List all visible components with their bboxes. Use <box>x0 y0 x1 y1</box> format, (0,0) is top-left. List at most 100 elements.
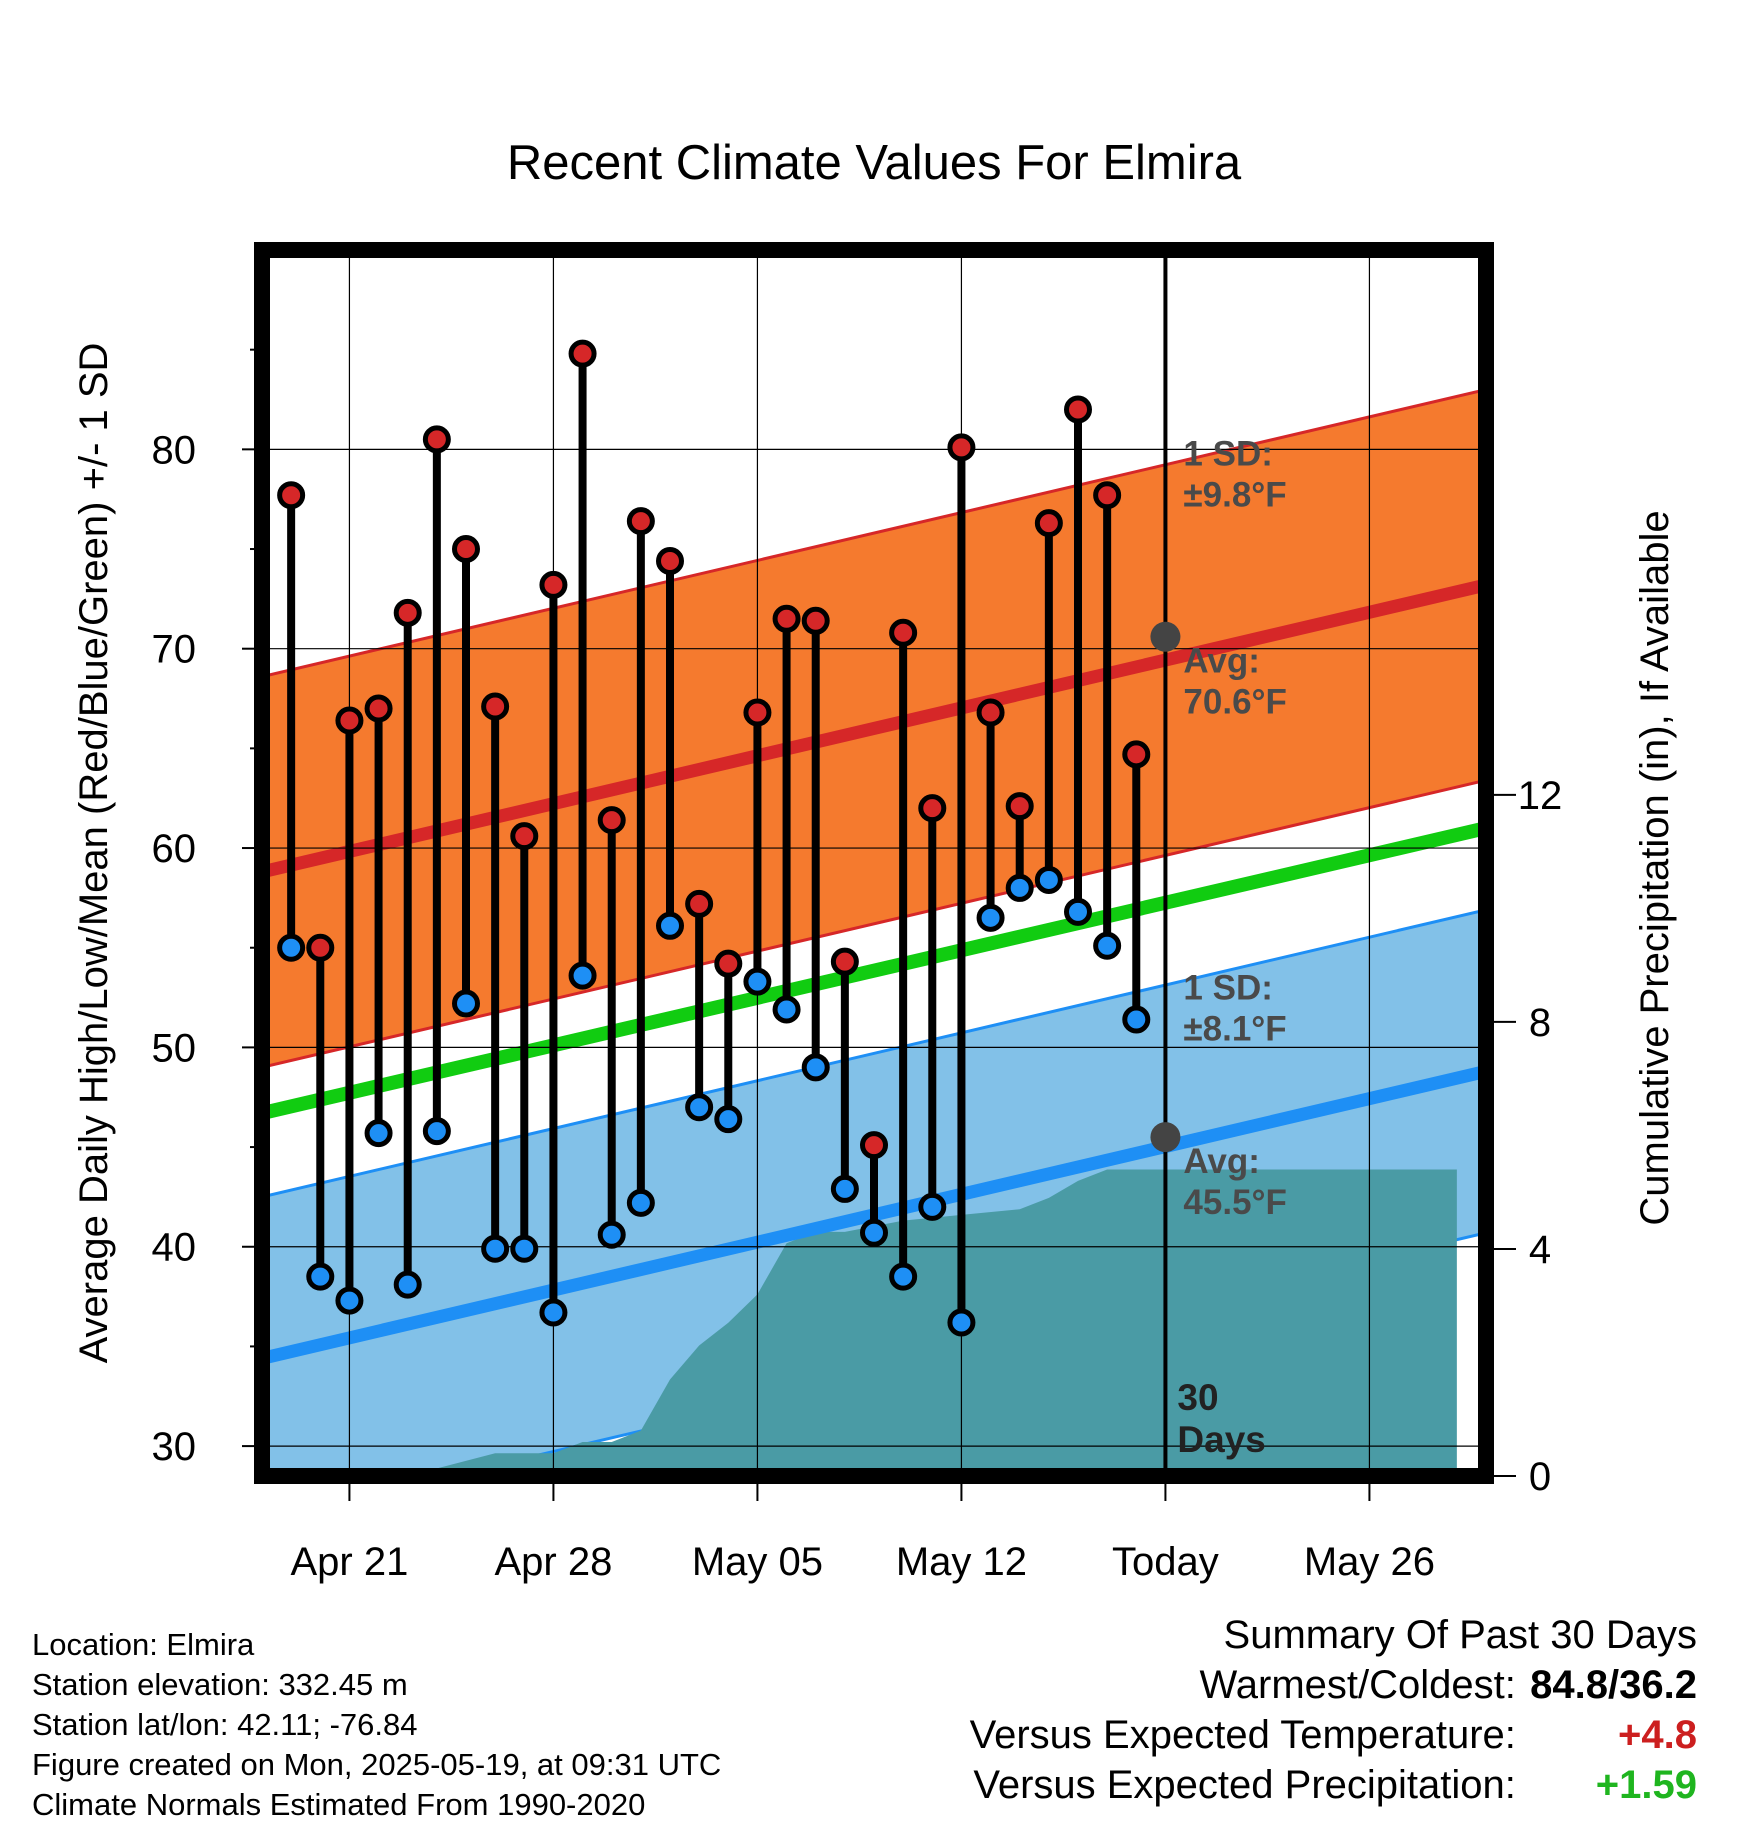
low-sd-label: 1 SD: <box>1183 969 1272 1008</box>
warm-cold-label: Warmest/Coldest: <box>1199 1663 1516 1707</box>
y2-axis-title: Cumulative Precipitation (in), If Availa… <box>1633 510 1677 1225</box>
y2-tick-label: 8 <box>1529 1001 1551 1045</box>
daily-high-dot <box>830 947 859 976</box>
daily-high-dot <box>422 425 451 454</box>
x-tick-label: May 12 <box>896 1540 1027 1584</box>
daily-low-dot <box>976 903 1005 932</box>
high-avg-label: 70.6°F <box>1183 683 1287 722</box>
daily-high-dot <box>597 806 626 835</box>
daily-high-dot <box>976 698 1005 727</box>
daily-high-dot <box>918 794 947 823</box>
precip-departure-label: Versus Expected Precipitation: <box>973 1763 1516 1807</box>
daily-low-dot <box>772 995 801 1024</box>
daily-low-dot <box>685 1093 714 1122</box>
daily-low-dot <box>568 961 597 990</box>
x-tick-label: May 05 <box>692 1540 823 1584</box>
today-low-normal-dot <box>1150 1122 1181 1153</box>
y-axis-title: Average Daily High/Low/Mean (Red/Blue/Gr… <box>72 343 116 1364</box>
summary-title: Summary Of Past 30 Days <box>1223 1613 1697 1657</box>
daily-high-dot <box>568 339 597 368</box>
daily-low-dot <box>306 1262 335 1291</box>
daily-high-dot <box>364 694 393 723</box>
daily-low-dot <box>860 1218 888 1247</box>
daily-high-dot <box>335 706 364 735</box>
daily-low-dot <box>364 1119 393 1148</box>
daily-high-dot <box>1122 740 1151 769</box>
daily-high-dot <box>1005 792 1034 821</box>
elevation-text: Station elevation: 332.45 m <box>32 1667 408 1702</box>
daily-high-dot <box>947 433 976 462</box>
high-avg-label: Avg: <box>1183 642 1259 681</box>
window-label-number: 30 <box>1177 1377 1218 1418</box>
daily-low-dot <box>830 1174 859 1203</box>
daily-low-dot <box>335 1286 364 1315</box>
daily-low-dot <box>597 1220 626 1249</box>
x-tick-label: Today <box>1112 1540 1219 1584</box>
y2-tick-label: 12 <box>1518 774 1563 818</box>
daily-low-dot <box>801 1053 830 1082</box>
location-text: Location: Elmira <box>32 1627 255 1662</box>
low-sd-band-upper-edge <box>262 908 1486 1199</box>
high-sd-label: 1 SD: <box>1183 434 1272 473</box>
daily-high-dot <box>685 889 714 918</box>
daily-low-dot <box>422 1117 451 1146</box>
daily-low-dot <box>510 1234 539 1263</box>
summary-panel: Summary Of Past 30 Days Warmest/Coldest:… <box>970 1610 1697 1810</box>
warm-cold-value: 84.8/36.2 <box>1530 1663 1697 1707</box>
y-tick-label: 40 <box>152 1226 197 1270</box>
daily-low-dot <box>539 1298 568 1327</box>
warm-cold-row: Warmest/Coldest: 84.8/36.2 <box>970 1660 1698 1710</box>
daily-low-dot <box>889 1262 918 1291</box>
normals-text: Climate Normals Estimated From 1990-2020 <box>32 1787 646 1822</box>
y2-tick-label: 0 <box>1529 1455 1551 1499</box>
window-label-unit: Days <box>1177 1419 1265 1460</box>
y-tick-label: 50 <box>152 1026 197 1070</box>
daily-low-dot <box>393 1270 422 1299</box>
high-sd-label: ±9.8°F <box>1183 475 1286 514</box>
daily-low-dot <box>1034 865 1063 894</box>
x-tick-label: May 26 <box>1304 1540 1435 1584</box>
daily-low-dot <box>481 1234 510 1263</box>
y2-tick-label: 4 <box>1529 1228 1551 1272</box>
daily-low-dot <box>656 911 684 940</box>
daily-high-dot <box>743 698 772 727</box>
daily-high-dot <box>481 692 510 721</box>
daily-high-dot <box>1093 481 1122 510</box>
daily-low-dot <box>1122 1005 1151 1034</box>
daily-high-dot <box>714 949 743 978</box>
latlon-text: Station lat/lon: 42.11; -76.84 <box>32 1707 418 1742</box>
y-tick-label: 70 <box>152 628 197 672</box>
daily-high-dot <box>889 618 918 647</box>
daily-series <box>277 339 1151 1337</box>
precip-area <box>378 1169 1457 1476</box>
daily-high-dot <box>510 822 539 851</box>
y-axis-left: 30 40 50 60 70 80 <box>152 348 254 1469</box>
x-tick-label: Apr 21 <box>290 1540 408 1584</box>
daily-high-dot <box>393 598 422 627</box>
daily-low-dot <box>1093 931 1122 960</box>
precip-departure-row: Versus Expected Precipitation: +1.59 <box>970 1760 1697 1810</box>
low-avg-label: Avg: <box>1183 1142 1259 1181</box>
x-axis: Apr 21 Apr 28 May 05 May 12 Today May 26 <box>290 1484 1435 1584</box>
chart-title: Recent Climate Values For Elmira <box>507 136 1242 190</box>
daily-low-dot <box>452 989 480 1018</box>
plot-frame <box>254 242 1494 1484</box>
daily-high-dot <box>1034 509 1063 538</box>
temp-departure-label: Versus Expected Temperature: <box>969 1713 1516 1757</box>
x-tick-label: Apr 28 <box>494 1540 612 1584</box>
y-tick-label: 30 <box>152 1425 197 1469</box>
precip-departure-value: +1.59 <box>1595 1763 1697 1807</box>
mean-normal-line <box>262 821 1486 1121</box>
low-sd-label: ±8.1°F <box>1183 1010 1286 1049</box>
daily-low-dot <box>947 1308 976 1337</box>
daily-low-dot <box>626 1188 655 1217</box>
daily-high-dot <box>860 1131 888 1160</box>
daily-high-dot <box>656 546 684 575</box>
daily-low-dot <box>1064 897 1092 926</box>
daily-high-dot <box>539 570 568 599</box>
daily-low-dot <box>277 933 306 962</box>
